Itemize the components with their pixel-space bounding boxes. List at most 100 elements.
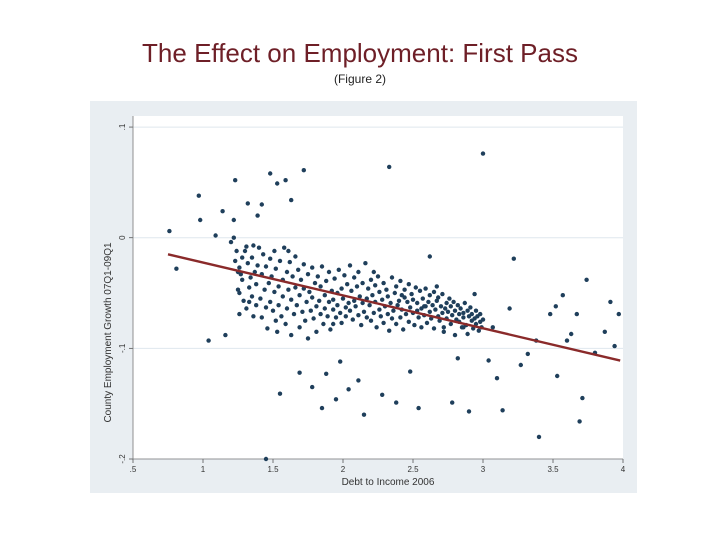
data-point — [465, 308, 470, 313]
data-point — [408, 369, 413, 374]
data-point — [310, 265, 315, 270]
data-point — [273, 266, 278, 271]
data-point — [301, 168, 306, 173]
data-point — [616, 311, 621, 317]
data-point — [307, 289, 312, 295]
data-point — [238, 272, 243, 277]
data-point — [251, 314, 256, 319]
data-point — [331, 321, 336, 327]
data-point — [410, 297, 416, 302]
data-point — [461, 315, 466, 320]
data-point — [228, 239, 234, 245]
data-point — [398, 278, 403, 284]
data-point — [459, 325, 465, 330]
data-point — [409, 291, 414, 297]
data-point — [408, 305, 413, 310]
data-point — [268, 256, 273, 261]
data-point — [381, 280, 386, 286]
data-point — [371, 310, 376, 316]
data-point — [294, 303, 299, 308]
data-point — [468, 305, 473, 310]
data-point — [360, 300, 365, 306]
data-point — [318, 284, 323, 289]
data-point — [319, 264, 325, 269]
data-point — [374, 325, 379, 330]
data-point — [424, 320, 430, 326]
data-point — [301, 262, 306, 267]
data-point — [436, 295, 441, 300]
x-tick-label: 3.5 — [547, 465, 559, 474]
data-point — [462, 300, 467, 306]
data-point — [265, 326, 270, 331]
data-point — [280, 294, 285, 299]
data-point — [349, 288, 354, 293]
data-point — [417, 288, 423, 293]
y-tick-label: .1 — [118, 123, 127, 130]
data-point — [455, 356, 460, 361]
data-point — [284, 269, 290, 275]
data-point — [458, 306, 463, 311]
data-point — [256, 245, 262, 250]
data-point — [391, 308, 396, 313]
data-point — [381, 320, 386, 326]
data-point — [433, 307, 438, 312]
data-point — [419, 325, 424, 330]
data-point — [380, 392, 385, 397]
data-point — [430, 303, 435, 308]
data-point — [276, 303, 281, 308]
data-point — [553, 304, 558, 309]
data-point — [277, 391, 283, 396]
data-point — [356, 313, 361, 318]
data-point — [392, 290, 397, 296]
data-point — [167, 228, 172, 234]
data-point — [273, 318, 278, 323]
y-tick-label: -.1 — [118, 343, 127, 353]
data-point — [289, 297, 294, 302]
data-point — [310, 295, 315, 300]
x-tick-label: 1 — [201, 465, 206, 474]
data-point — [268, 171, 273, 176]
data-point — [270, 308, 276, 313]
data-point — [290, 274, 295, 279]
data-point — [427, 293, 432, 298]
data-point — [354, 284, 360, 289]
data-point — [345, 282, 350, 287]
data-point — [560, 293, 565, 298]
data-point — [612, 343, 617, 349]
data-point — [378, 314, 383, 319]
data-point — [584, 277, 589, 282]
data-point — [416, 405, 421, 411]
data-point — [564, 338, 570, 343]
data-point — [574, 311, 579, 317]
data-point — [339, 320, 344, 326]
data-point — [387, 328, 392, 333]
data-point — [263, 305, 269, 310]
data-point — [480, 317, 486, 322]
data-point — [319, 405, 325, 411]
data-point — [350, 317, 355, 322]
data-point — [394, 321, 399, 327]
y-tick-label: -.2 — [118, 454, 127, 464]
data-point — [300, 309, 305, 314]
data-point — [247, 299, 252, 305]
data-point — [339, 286, 344, 291]
data-point — [268, 299, 273, 305]
data-point — [536, 434, 542, 440]
data-point — [500, 408, 505, 413]
data-point — [375, 274, 381, 279]
axes: -.2 -.1 0 .1 .5 1 1.5 2 2.5 3 3.5 4 — [118, 116, 626, 474]
data-point — [384, 287, 389, 292]
data-point — [387, 164, 392, 170]
data-point — [431, 326, 437, 331]
data-point — [283, 321, 288, 327]
data-point — [363, 261, 368, 266]
data-point — [247, 285, 252, 290]
data-point — [315, 274, 320, 279]
data-point — [451, 299, 456, 305]
data-point — [450, 313, 455, 318]
data-point — [231, 235, 236, 240]
data-point — [254, 282, 259, 287]
data-point — [405, 299, 410, 305]
data-point — [401, 327, 406, 332]
data-point — [276, 284, 281, 289]
